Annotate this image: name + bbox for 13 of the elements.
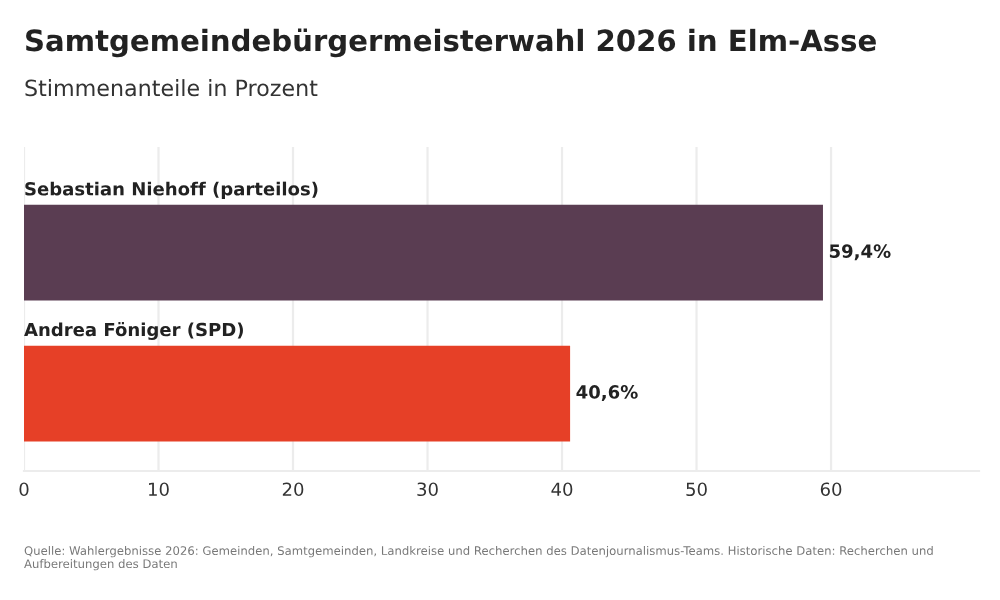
x-tick-label: 30 — [417, 482, 438, 497]
chart-subtitle: Stimmenanteile in Prozent — [25, 79, 318, 97]
data-label: 40,6% — [576, 385, 638, 402]
x-tick-label: 20 — [282, 482, 304, 497]
x-tick-label: 40 — [551, 482, 573, 497]
data-label: 59,4% — [829, 244, 891, 261]
x-tick-label: 50 — [686, 482, 707, 497]
x-tick-label: 60 — [820, 482, 842, 497]
x-tick-label: 10 — [149, 482, 169, 497]
y-tick-label: Andrea Föniger (SPD) — [24, 322, 243, 340]
y-tick-label: Sebastian Niehoff (parteilos) — [25, 181, 318, 200]
x-tick-label: 0 — [19, 482, 29, 497]
chart-title: Samtgemeindebürgermeisterwahl 2026 in Elm-Asse — [26, 28, 876, 58]
